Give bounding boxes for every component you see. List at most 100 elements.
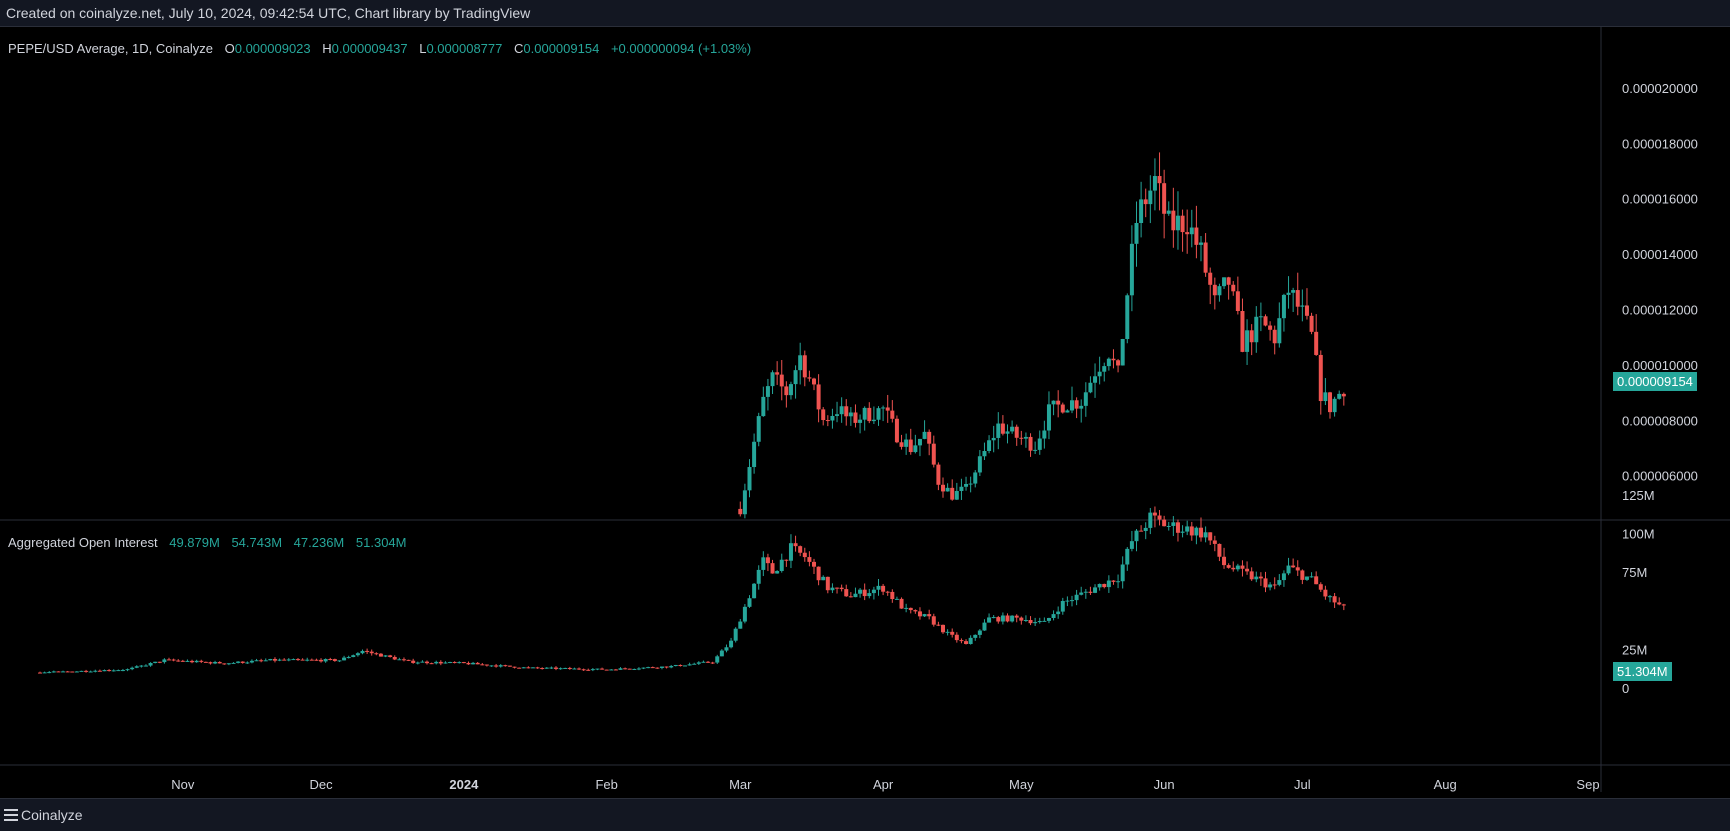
candle-body: [996, 423, 1001, 438]
candle: [1272, 577, 1277, 590]
candle-body: [130, 667, 135, 670]
candle: [1010, 615, 1015, 623]
candle-body: [93, 670, 98, 672]
candle-body: [835, 414, 840, 416]
candle-body: [369, 651, 374, 654]
candle-body: [825, 420, 830, 422]
x-axis-label: Aug: [1434, 777, 1457, 792]
candle-body: [291, 659, 296, 661]
candle-body: [881, 585, 886, 592]
candle-body: [1240, 310, 1245, 352]
candle: [1065, 409, 1070, 413]
candle-body: [277, 659, 282, 661]
candle-body: [1304, 305, 1309, 316]
candle-body: [1079, 405, 1084, 409]
candle: [475, 661, 480, 665]
candle: [1088, 376, 1093, 394]
candle-body: [1042, 620, 1047, 622]
candle: [765, 553, 770, 572]
candle: [1332, 396, 1337, 417]
candle-body: [1180, 531, 1185, 533]
candle-body: [1199, 242, 1203, 245]
oi-legend: Aggregated Open Interest 49.879M 54.743M…: [8, 535, 414, 550]
candle-body: [1309, 315, 1314, 332]
candle-body: [415, 662, 420, 664]
price-candle-series: [738, 152, 1346, 519]
candle-body: [1070, 600, 1074, 602]
candle: [42, 671, 47, 674]
candle: [715, 654, 720, 665]
candle-body: [286, 659, 291, 661]
candle-body: [1143, 527, 1148, 531]
candle: [996, 615, 1001, 624]
candle-body: [627, 668, 632, 670]
price-y-tick: 0.000014000: [1622, 247, 1698, 262]
candle: [881, 405, 886, 422]
candlestick-chart-svg[interactable]: 0.000020000 0.000018000 0.000016000 0.00001…: [0, 27, 1730, 792]
candle: [1235, 276, 1240, 315]
candle: [167, 657, 171, 661]
candle: [669, 664, 674, 669]
candle: [1166, 521, 1171, 531]
candle: [802, 547, 807, 562]
candle-body: [51, 671, 56, 673]
candle-body: [1033, 449, 1038, 451]
candle: [733, 627, 738, 643]
candle: [636, 667, 641, 671]
candle-body: [1258, 576, 1263, 579]
candle-body: [871, 589, 876, 594]
candle-body: [802, 355, 807, 378]
candle-body: [991, 617, 996, 619]
candle-body: [171, 659, 176, 661]
candle: [245, 661, 250, 664]
candle-body: [1254, 316, 1259, 343]
candle: [342, 655, 347, 661]
oi-y-tick: 100M: [1622, 527, 1655, 542]
candle-body: [941, 624, 945, 633]
candle-body: [1199, 527, 1203, 538]
candle-body: [1088, 591, 1093, 593]
coinalyze-logo[interactable]: Coinalyze: [4, 807, 82, 823]
candle-body: [913, 445, 918, 453]
candle-body: [1143, 199, 1148, 205]
candle-body: [839, 587, 844, 590]
candle: [807, 551, 812, 567]
candle-body: [664, 666, 669, 668]
candle: [1231, 281, 1236, 296]
candle-body: [1323, 589, 1328, 597]
candle-body: [1222, 277, 1227, 287]
candle: [79, 670, 84, 672]
candle-body: [61, 671, 66, 673]
candle-body: [1277, 318, 1282, 344]
candle-body: [784, 559, 789, 561]
candle-body: [558, 668, 563, 670]
candle: [816, 374, 821, 423]
candle-body: [659, 666, 664, 668]
candle-body: [876, 585, 881, 590]
candle: [296, 658, 300, 661]
candle-body: [1162, 519, 1167, 527]
candle: [1277, 574, 1282, 587]
candle: [558, 667, 563, 670]
candle-body: [853, 593, 858, 598]
candle-body: [88, 671, 93, 673]
candle-body: [254, 660, 259, 662]
candle-body: [1060, 404, 1065, 413]
candle: [351, 654, 356, 658]
chart-frame[interactable]: 0.000020000 0.000018000 0.000016000 0.00001…: [0, 27, 1730, 792]
candle: [650, 666, 655, 669]
candle-body: [521, 667, 526, 669]
candle: [1295, 272, 1300, 316]
candle: [1189, 209, 1194, 248]
candle: [180, 659, 185, 662]
candle: [1304, 576, 1309, 581]
candle-body: [1226, 565, 1231, 568]
candle: [1037, 430, 1042, 455]
candle: [466, 661, 471, 665]
candle-body: [936, 464, 941, 485]
candle: [1240, 298, 1245, 353]
candle-body: [1074, 400, 1079, 409]
candle: [1291, 287, 1296, 313]
candle-body: [1005, 431, 1010, 434]
candle: [904, 433, 909, 455]
